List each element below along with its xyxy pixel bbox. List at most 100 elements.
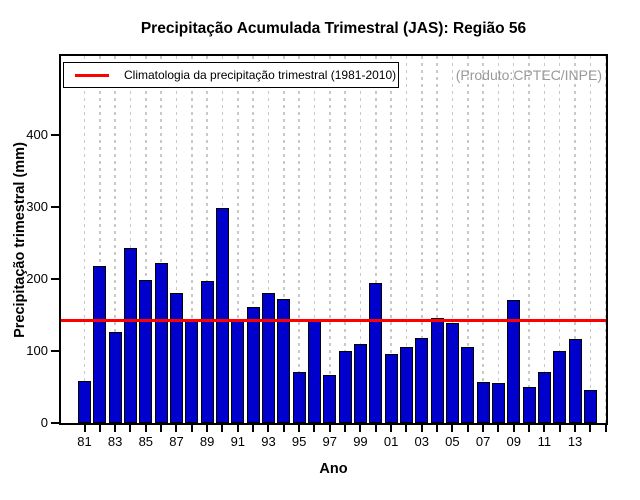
legend-label: Climatologia da precipitação trimestral … <box>124 68 397 82</box>
x-axis-tick <box>405 425 408 432</box>
x-axis-tick <box>558 425 561 432</box>
gridline <box>298 56 300 423</box>
gridline <box>482 56 484 423</box>
x-axis-tick <box>160 425 163 432</box>
x-axis-tick <box>190 425 193 432</box>
x-axis-tick <box>466 425 469 432</box>
x-axis-tick <box>589 425 592 432</box>
gridline <box>114 56 116 423</box>
bar-2012 <box>553 350 567 423</box>
x-axis-tick <box>144 425 147 432</box>
y-axis-tick <box>51 277 59 280</box>
gridline <box>129 56 132 423</box>
gridline <box>558 56 561 423</box>
bar-1992 <box>246 307 260 423</box>
bar-2000 <box>369 282 383 423</box>
x-axis-label: Ano <box>319 461 348 477</box>
gridline <box>436 56 438 423</box>
bar-1981 <box>78 381 91 423</box>
x-tick-label: 11 <box>537 434 552 449</box>
x-axis-tick <box>298 425 301 432</box>
gridline <box>329 56 331 423</box>
gridline <box>528 56 530 423</box>
x-axis-tick <box>236 425 239 432</box>
gridline <box>206 56 208 423</box>
bar-2013 <box>568 338 582 423</box>
bar-1991 <box>231 319 245 423</box>
x-tick-label: 13 <box>567 434 583 449</box>
gridline <box>267 56 270 423</box>
x-tick-label: 95 <box>291 434 307 449</box>
gridline <box>283 56 285 423</box>
gridline <box>145 56 147 423</box>
x-axis-tick <box>374 425 377 432</box>
bar-1988 <box>185 319 199 423</box>
bar-2010 <box>522 386 536 423</box>
gridline <box>574 56 576 423</box>
bar-2003 <box>415 338 429 423</box>
gridline <box>375 56 377 423</box>
x-tick-label: 81 <box>77 434 92 449</box>
y-tick-label: 400 <box>26 126 48 142</box>
climatology-line-swatch <box>75 73 109 77</box>
x-axis-tick <box>482 425 485 432</box>
x-tick-label: 85 <box>138 434 154 449</box>
gridline <box>467 56 469 423</box>
bar-2005 <box>445 322 459 423</box>
bar-1985 <box>139 279 153 423</box>
x-axis-tick <box>528 425 531 432</box>
bar-2009 <box>507 299 521 423</box>
bar-2014 <box>583 389 597 423</box>
gridline <box>604 56 607 423</box>
bar-1983 <box>108 332 122 423</box>
bar-2001 <box>384 353 398 423</box>
x-axis-tick <box>221 425 224 432</box>
gridline <box>191 56 193 423</box>
y-axis-tick <box>51 349 59 352</box>
bar-1987 <box>169 293 183 423</box>
x-axis-tick <box>267 425 270 432</box>
x-axis-tick <box>359 425 362 432</box>
y-tick-label: 200 <box>26 270 48 286</box>
gridline <box>344 56 346 423</box>
x-axis-tick <box>282 425 285 432</box>
bar-1993 <box>261 293 275 423</box>
bar-1989 <box>200 281 214 423</box>
y-axis-tick <box>51 133 59 136</box>
y-tick-label: 300 <box>26 198 48 214</box>
y-axis-tick <box>51 422 59 424</box>
legend: Climatologia da precipitação trimestral … <box>63 62 399 88</box>
x-tick-label: 83 <box>107 434 123 449</box>
x-tick-label: 91 <box>230 434 246 449</box>
x-tick-label: 03 <box>414 434 429 449</box>
x-axis-tick <box>344 425 347 432</box>
bar-2008 <box>491 382 505 423</box>
gridline <box>405 56 408 423</box>
x-tick-label: 99 <box>353 434 368 449</box>
x-axis-tick <box>604 425 607 432</box>
climatology-line <box>61 319 606 323</box>
x-axis-tick <box>206 425 209 432</box>
y-axis-tick <box>51 205 59 208</box>
x-axis-tick <box>175 425 178 432</box>
chart-title: Precipitação Acumulada Trimestral (JAS):… <box>140 20 527 37</box>
bar-1999 <box>353 344 367 423</box>
x-axis-tick <box>574 425 577 432</box>
gridline <box>175 56 178 423</box>
x-axis-tick <box>436 425 439 432</box>
bar-2006 <box>461 347 475 423</box>
x-tick-label: 93 <box>261 434 276 449</box>
x-tick-label: 01 <box>383 434 399 449</box>
bar-1990 <box>215 208 229 423</box>
x-axis-tick <box>98 425 101 432</box>
bar-1998 <box>338 350 352 423</box>
x-axis-tick <box>543 425 546 432</box>
bar-2011 <box>537 371 551 423</box>
gridline <box>421 56 423 423</box>
x-axis-tick <box>83 425 86 432</box>
x-axis-tick <box>313 425 316 432</box>
x-tick-label: 97 <box>322 434 337 449</box>
x-axis-tick <box>114 425 117 432</box>
gridline <box>451 56 454 423</box>
x-tick-label: 05 <box>445 434 460 449</box>
